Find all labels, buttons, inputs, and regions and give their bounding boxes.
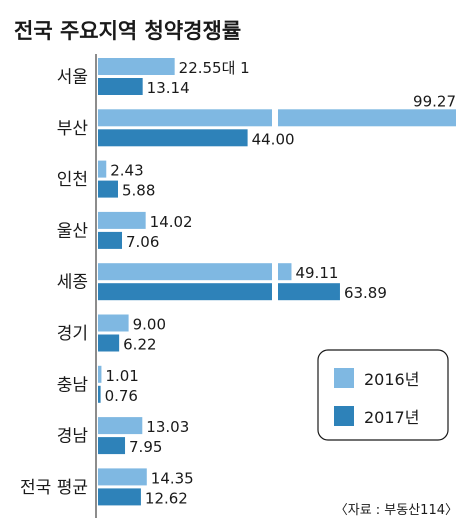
value-label-2016년-경기: 9.00 <box>133 316 166 334</box>
category-label-울산: 울산 <box>57 221 89 241</box>
value-label-2016년-부산: 99.27 <box>413 92 456 110</box>
legend-label-2016년: 2016년 <box>364 370 419 389</box>
value-label-2017년-전국-평균: 12.62 <box>145 489 188 507</box>
legend-swatch-2017년 <box>334 406 354 426</box>
category-label-전국-평균: 전국 평균 <box>20 478 88 498</box>
bar-2016년-전국-평균 <box>98 468 147 486</box>
bar-2016년-인천 <box>98 160 107 178</box>
bars-group: 서울 22.55대 1 13.14 부산 99.27 44.00 인천 2.43 5.88 울산 1… <box>20 58 456 507</box>
value-label-2016년-경남: 13.03 <box>146 418 189 436</box>
value-label-2017년-세종: 63.89 <box>344 284 387 302</box>
bar-2016년-충남 <box>98 365 102 383</box>
category-label-부산: 부산 <box>57 119 89 139</box>
value-label-2016년-충남: 1.01 <box>105 367 138 385</box>
value-label-2017년-인천: 5.88 <box>122 182 155 200</box>
category-label-충남: 충남 <box>57 375 89 395</box>
bar-2016년-경남 <box>98 417 143 435</box>
value-label-2017년-경기: 6.22 <box>123 336 156 354</box>
bar-2016년-울산 <box>98 211 146 229</box>
bar-2016년-서울 <box>98 58 175 75</box>
category-label-경남: 경남 <box>57 427 89 447</box>
category-label-경기: 경기 <box>57 324 88 344</box>
chart-title: 전국 주요지역 청약경쟁률 <box>14 19 241 43</box>
bar-2016년-부산-part1 <box>98 109 272 127</box>
category-label-인천: 인천 <box>57 170 88 190</box>
bar-2016년-부산-part2 <box>278 109 456 127</box>
bar-2017년-부산 <box>98 129 248 147</box>
bar-2017년-세종-part1 <box>98 283 272 301</box>
category-label-서울: 서울 <box>57 68 88 88</box>
value-label-2017년-충남: 0.76 <box>105 387 138 405</box>
bar-2017년-충남 <box>98 385 101 403</box>
legend-swatch-2016년 <box>334 368 354 388</box>
value-label-2017년-경남: 7.95 <box>129 438 162 456</box>
value-label-2016년-전국-평균: 14.35 <box>151 469 194 487</box>
bar-2017년-경남 <box>98 437 126 455</box>
value-label-2016년-세종: 49.11 <box>295 264 338 282</box>
value-label-2017년-울산: 7.06 <box>126 233 159 251</box>
bar-2017년-서울 <box>98 78 143 95</box>
legend: 2016년 2017년 <box>317 349 449 441</box>
bar-2017년-전국-평균 <box>98 488 141 506</box>
bar-2017년-인천 <box>98 180 118 198</box>
value-label-2016년-서울: 22.55대 1 <box>179 59 250 77</box>
source-note: 〈자료 : 부동산114〉 <box>335 503 458 518</box>
bar-2017년-울산 <box>98 231 123 249</box>
value-label-2016년-울산: 14.02 <box>150 213 193 231</box>
category-label-세종: 세종 <box>57 273 88 293</box>
bar-2017년-세종-part2 <box>278 283 340 301</box>
bar-2016년-세종-part2 <box>278 263 292 281</box>
legend-label-2017년: 2017년 <box>364 408 419 427</box>
bar-2016년-경기 <box>98 314 129 332</box>
value-label-2016년-인천: 2.43 <box>110 162 143 180</box>
value-label-2017년-부산: 44.00 <box>252 130 295 148</box>
value-label-2017년-서울: 13.14 <box>147 79 190 97</box>
bar-2017년-경기 <box>98 334 120 352</box>
bar-2016년-세종-part1 <box>98 263 272 281</box>
